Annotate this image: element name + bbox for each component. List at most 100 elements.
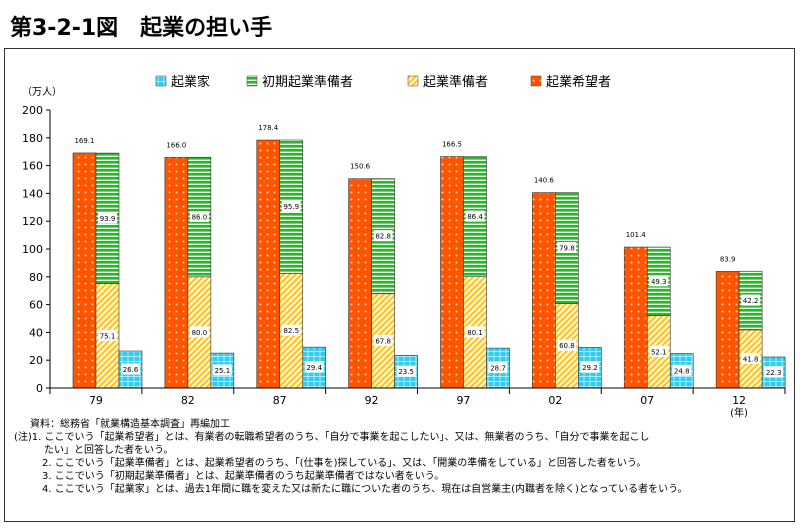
data-label-kigyoka: 29.2 — [582, 364, 598, 372]
data-label-bg — [465, 326, 485, 338]
bars: 169.1 75.1 93.9 26.6 166.0 80.0 86.0 25.1 178.4 8… — [72, 124, 786, 389]
data-label-junbi: 52.1 — [651, 348, 667, 356]
bar-kibo — [164, 156, 189, 389]
data-label-kibo: 169.1 — [74, 137, 94, 145]
data-label-kigyoka: 25.1 — [215, 367, 231, 375]
data-label-kigyoka: 24.8 — [674, 367, 690, 375]
note-source: 資料：総務省「就業構造基本調査」再編加工 — [30, 419, 230, 430]
data-label-bg — [189, 326, 209, 338]
data-label-bg — [741, 294, 761, 306]
y-tick-label: 180 — [22, 132, 43, 145]
data-label-bg — [557, 242, 577, 254]
bar-kibo — [72, 152, 97, 389]
data-label-kibo: 166.5 — [442, 141, 462, 149]
data-label-bg — [396, 365, 416, 377]
data-label-bg — [672, 364, 692, 376]
y-tick-label: 80 — [29, 271, 43, 284]
data-label-shoki: 86.4 — [467, 213, 483, 221]
x-tick-label: 79 — [89, 394, 103, 407]
data-label-junbi: 75.1 — [100, 332, 116, 340]
legend-label-kigyoka: 起業家 — [171, 74, 210, 90]
data-label-kigyoka: 23.5 — [398, 368, 414, 376]
bar-kibo — [715, 271, 740, 389]
data-label-bg — [121, 363, 140, 375]
data-label-shoki: 95.9 — [283, 203, 299, 211]
data-label-shoki: 86.0 — [192, 214, 208, 222]
data-label-kigyoka: 29.4 — [306, 364, 322, 372]
data-label-kibo: 140.6 — [534, 177, 555, 185]
figure-title: 第3-2-1図 起業の担い手 — [10, 16, 273, 41]
data-label-shoki: 82.8 — [375, 233, 391, 241]
data-label-junbi: 80.0 — [192, 329, 208, 337]
y-tick-label: 60 — [29, 299, 43, 312]
data-label-kigyoka: 22.3 — [766, 369, 782, 377]
data-label-kibo: 101.4 — [626, 231, 647, 239]
bar-kibo — [623, 246, 648, 389]
note-4: 4. ここでいう「起業家」とは、過去1年間に職を変えた又は新たに職についた者のう… — [42, 484, 688, 495]
data-label-kibo: 83.9 — [720, 255, 736, 263]
x-tick-label: 97 — [456, 394, 470, 407]
bar-kibo — [532, 192, 556, 389]
data-label-kibo: 178.4 — [258, 124, 279, 132]
y-tick-label: 100 — [22, 243, 43, 256]
y-tick-label: 20 — [29, 354, 43, 367]
data-label-junbi: 82.5 — [283, 327, 299, 335]
x-tick-label: 12 — [732, 394, 746, 407]
y-tick-label: 200 — [22, 104, 43, 117]
notes: 資料：総務省「就業構造基本調査」再編加工 (注)1. ここでいう「起業希望者」と… — [14, 418, 790, 496]
legend-item-shoki: 初期起業準備者 — [246, 74, 353, 90]
data-label-bg — [373, 230, 393, 242]
bar-kibo — [348, 178, 372, 389]
data-label-bg — [649, 275, 669, 287]
y-tick-label: 140 — [22, 187, 43, 200]
data-label-kigyoka: 26.6 — [123, 366, 139, 374]
data-label-bg — [557, 339, 577, 351]
note-2: 2. ここでいう「起業準備者」とは、起業希望者のうち、「(仕事を)探している」、… — [42, 458, 647, 469]
data-label-bg — [580, 361, 600, 373]
data-label-bg — [189, 211, 209, 223]
note-3: 3. ここでいう「初期起業準備者」とは、起業準備者のうち起業準備者ではない者をい… — [42, 471, 445, 482]
data-label-bg — [98, 329, 117, 341]
y-unit-label: （万人） — [22, 86, 62, 98]
data-label-shoki: 49.3 — [651, 278, 667, 286]
x-unit-label: (年) — [730, 406, 748, 419]
data-label-junbi: 41.8 — [743, 355, 759, 363]
data-label-bg — [281, 200, 301, 212]
data-label-bg — [304, 361, 324, 373]
legend-item-kigyoka: 起業家 — [155, 74, 210, 90]
data-label-bg — [764, 366, 784, 378]
y-tick-label: 0 — [36, 382, 43, 395]
bar-kibo — [256, 139, 281, 389]
data-label-bg — [373, 334, 393, 346]
bar-kibo — [440, 156, 464, 389]
data-label-kigyoka: 28.7 — [490, 365, 506, 373]
note-1: (注)1. ここでいう「起業希望者」とは、有業者の転職希望者のうち、「自分で事業… — [14, 432, 650, 443]
data-label-kibo: 166.0 — [166, 141, 186, 149]
note-1-cont: たい」と回答した者をいう。 — [44, 445, 174, 456]
chart: 起業家 初期起業準備者 起業準備者 起業希望者 （万人） 02040608010… — [22, 74, 786, 419]
x-tick-label: 07 — [640, 394, 654, 407]
x-tick-label: 87 — [273, 394, 287, 407]
legend-item-junbi: 起業準備者 — [407, 74, 488, 90]
x-tick-label: 92 — [365, 394, 379, 407]
legend: 起業家 初期起業準備者 起業準備者 起業希望者 — [155, 74, 611, 90]
data-label-shoki: 79.8 — [559, 245, 575, 253]
data-label-bg — [281, 324, 301, 336]
y-tick-label: 120 — [22, 215, 43, 228]
data-label-junbi: 80.1 — [467, 329, 483, 337]
x-tick-label: 82 — [181, 394, 195, 407]
x-axis: 79 82 87 92 97 02 07 12(年) — [49, 387, 786, 419]
data-label-shoki: 93.9 — [100, 215, 116, 223]
x-tick-label: 02 — [548, 394, 562, 407]
data-label-bg — [649, 345, 669, 357]
data-label-junbi: 67.8 — [375, 337, 391, 345]
legend-label-kibo: 起業希望者 — [546, 74, 611, 90]
legend-label-shoki: 初期起業準備者 — [262, 74, 353, 90]
data-label-kibo: 150.6 — [350, 163, 371, 171]
legend-item-kibo: 起業希望者 — [530, 74, 611, 90]
chart-frame: 起業家 初期起業準備者 起業準備者 起業希望者 （万人） 0 20 40 60 80 10… — [4, 48, 795, 522]
data-label-bg — [465, 210, 485, 222]
data-label-bg — [488, 362, 508, 374]
legend-label-junbi: 起業準備者 — [423, 74, 488, 90]
y-tick-label: 40 — [29, 326, 43, 339]
